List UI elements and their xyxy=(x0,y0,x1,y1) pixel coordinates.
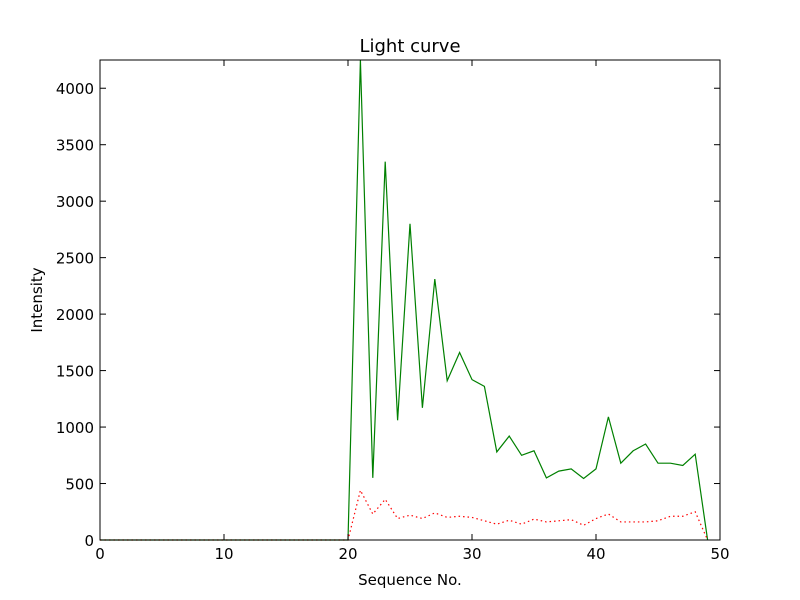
y-axis: 0 500 1000 1500 2000 2500 3000 3500 4000 xyxy=(56,80,720,550)
y-tick-label: 4000 xyxy=(56,80,94,98)
x-axis-label: Sequence No. xyxy=(358,571,462,589)
series-line-1 xyxy=(100,488,709,541)
chart-title: Light curve xyxy=(359,36,460,57)
y-tick-label: 500 xyxy=(65,476,94,494)
x-tick-label: 30 xyxy=(462,545,481,563)
x-tick-label: 40 xyxy=(586,545,605,563)
y-tick-label: 3500 xyxy=(56,137,94,155)
x-axis: 0 10 20 30 40 50 xyxy=(95,60,730,563)
x-tick-label: 0 xyxy=(95,545,105,563)
y-tick-label: 0 xyxy=(84,532,94,550)
x-tick-label: 50 xyxy=(710,545,729,563)
y-tick-label: 1000 xyxy=(56,419,94,437)
y-tick-label: 2500 xyxy=(56,250,94,268)
y-tick-label: 3000 xyxy=(56,193,94,211)
series-line-0 xyxy=(100,59,709,541)
plot-area xyxy=(100,59,709,541)
x-tick-label: 10 xyxy=(214,545,233,563)
plot-frame xyxy=(99,59,721,541)
y-tick-label: 1500 xyxy=(56,363,94,381)
y-tick-label: 2000 xyxy=(56,306,94,324)
y-axis-label: Intensity xyxy=(28,267,46,332)
x-tick-label: 20 xyxy=(338,545,357,563)
